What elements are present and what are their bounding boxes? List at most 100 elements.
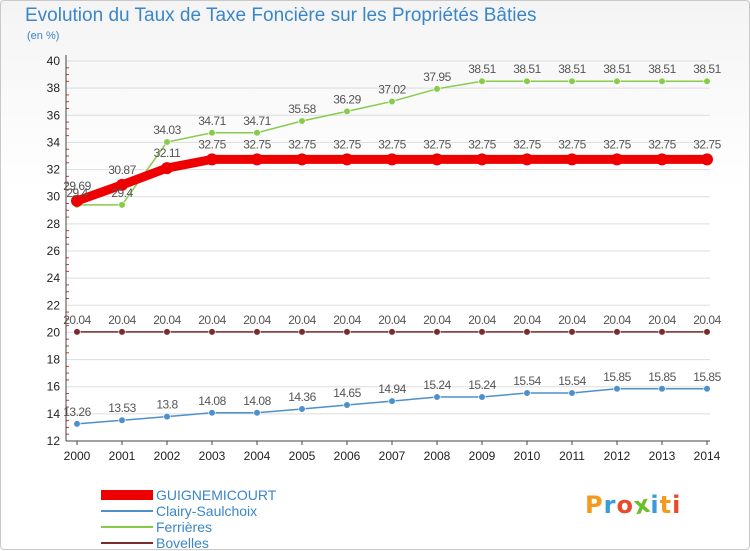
x-tick-label: 2004 xyxy=(244,449,271,463)
data-point-bovelles xyxy=(658,328,666,336)
data-point-guignemicourt xyxy=(296,153,308,166)
data-point-ferrieres xyxy=(208,129,216,137)
data-point-bovelles xyxy=(343,328,351,336)
x-tick-label: 2014 xyxy=(694,449,721,463)
data-label-ferrieres: 34.71 xyxy=(198,114,226,128)
x-tick-label: 2009 xyxy=(469,449,496,463)
data-point-bovelles xyxy=(388,328,396,336)
data-label-guignemicourt: 32.75 xyxy=(333,137,361,151)
data-point-guignemicourt xyxy=(116,178,128,191)
data-label-ferrieres: 34.03 xyxy=(153,123,181,137)
data-label-bovelles: 20.04 xyxy=(243,313,271,327)
y-tick-label: 32 xyxy=(47,163,61,177)
data-label-clairy-saulchoix: 14.36 xyxy=(288,390,316,404)
data-label-bovelles: 20.04 xyxy=(198,313,226,327)
data-label-guignemicourt: 32.75 xyxy=(513,137,541,151)
x-tick-label: 2008 xyxy=(424,449,451,463)
data-point-ferrieres xyxy=(523,77,531,85)
data-point-ferrieres xyxy=(568,77,576,85)
y-tick-label: 22 xyxy=(47,298,61,312)
legend-label: Clairy-Saulchoix xyxy=(156,503,258,519)
data-label-ferrieres: 35.58 xyxy=(288,102,316,116)
data-label-ferrieres: 37.95 xyxy=(423,70,451,84)
data-point-ferrieres xyxy=(298,117,306,125)
data-label-bovelles: 20.04 xyxy=(153,313,181,327)
data-label-clairy-saulchoix: 15.54 xyxy=(513,374,541,388)
data-label-ferrieres: 29.4 xyxy=(66,186,88,200)
data-point-ferrieres xyxy=(703,77,711,85)
y-tick-label: 30 xyxy=(47,190,61,204)
data-point-bovelles xyxy=(433,328,441,336)
data-label-bovelles: 20.04 xyxy=(513,313,541,327)
data-label-guignemicourt: 29.69 xyxy=(63,179,91,193)
data-point-ferrieres xyxy=(388,97,396,106)
data-point-clairy-saulchoix xyxy=(658,385,666,393)
data-point-ferrieres xyxy=(118,201,126,209)
data-label-guignemicourt: 32.75 xyxy=(198,137,226,151)
x-tick-label: 2005 xyxy=(289,449,316,463)
data-label-bovelles: 20.04 xyxy=(108,313,136,327)
data-point-bovelles xyxy=(73,328,81,336)
data-point-bovelles xyxy=(208,328,216,336)
data-point-guignemicourt xyxy=(521,153,533,166)
data-label-bovelles: 20.04 xyxy=(558,313,586,327)
data-label-ferrieres: 29.4 xyxy=(111,186,133,200)
data-point-bovelles xyxy=(253,328,261,336)
data-label-clairy-saulchoix: 14.08 xyxy=(243,394,271,408)
data-label-clairy-saulchoix: 14.08 xyxy=(198,394,226,408)
x-tick-label: 2006 xyxy=(334,449,361,463)
y-tick-label: 26 xyxy=(47,244,61,258)
data-label-guignemicourt: 30.87 xyxy=(108,163,136,177)
data-point-clairy-saulchoix xyxy=(523,389,531,397)
data-point-bovelles xyxy=(703,328,711,336)
data-point-clairy-saulchoix xyxy=(433,393,441,401)
data-label-clairy-saulchoix: 15.85 xyxy=(648,370,676,384)
data-point-guignemicourt xyxy=(476,153,488,166)
data-point-guignemicourt xyxy=(71,194,83,207)
data-point-clairy-saulchoix xyxy=(343,401,351,409)
y-tick-label: 18 xyxy=(47,353,61,367)
data-label-clairy-saulchoix: 15.54 xyxy=(558,374,586,388)
data-point-bovelles xyxy=(298,328,306,336)
data-label-guignemicourt: 32.75 xyxy=(378,137,406,151)
legend-swatch xyxy=(101,526,153,528)
data-label-clairy-saulchoix: 15.85 xyxy=(603,370,631,384)
x-tick-label: 2012 xyxy=(604,449,631,463)
y-tick-label: 12 xyxy=(47,434,61,448)
y-tick-label: 20 xyxy=(47,325,61,339)
legend-label: GUIGNEMICOURT xyxy=(156,487,277,503)
y-unit-label: (en %) xyxy=(27,30,60,42)
legend-label: Ferrières xyxy=(156,519,213,535)
data-label-guignemicourt: 32.75 xyxy=(603,137,631,151)
x-tick-label: 2000 xyxy=(64,449,91,463)
data-point-guignemicourt xyxy=(161,162,173,175)
data-point-clairy-saulchoix xyxy=(163,412,171,421)
data-label-guignemicourt: 32.75 xyxy=(423,137,451,151)
data-point-clairy-saulchoix xyxy=(73,420,81,428)
x-tick-label: 2010 xyxy=(514,449,541,463)
data-label-ferrieres: 38.51 xyxy=(693,62,721,76)
logo-letter: i xyxy=(672,491,682,519)
data-label-bovelles: 20.04 xyxy=(288,313,316,327)
y-tick-label: 28 xyxy=(47,217,61,231)
data-point-clairy-saulchoix xyxy=(118,416,126,424)
data-label-bovelles: 20.04 xyxy=(378,313,406,327)
data-point-guignemicourt xyxy=(251,153,263,166)
data-point-ferrieres xyxy=(658,77,666,85)
data-point-clairy-saulchoix xyxy=(253,409,261,417)
y-tick-label: 14 xyxy=(47,407,61,421)
data-label-guignemicourt: 32.75 xyxy=(693,137,721,151)
x-tick-label: 2002 xyxy=(154,449,181,463)
data-label-ferrieres: 36.29 xyxy=(333,92,361,106)
legend-swatch xyxy=(101,542,153,544)
y-tick-label: 34 xyxy=(47,135,61,149)
data-point-guignemicourt xyxy=(656,153,668,166)
data-point-ferrieres xyxy=(163,138,171,146)
data-label-bovelles: 20.04 xyxy=(468,313,496,327)
data-label-ferrieres: 38.51 xyxy=(603,62,631,76)
data-label-ferrieres: 38.51 xyxy=(513,62,541,76)
data-label-clairy-saulchoix: 15.85 xyxy=(693,370,721,384)
data-label-guignemicourt: 32.75 xyxy=(648,137,676,151)
y-tick-label: 16 xyxy=(47,380,61,394)
logo-letter: i xyxy=(650,491,660,519)
